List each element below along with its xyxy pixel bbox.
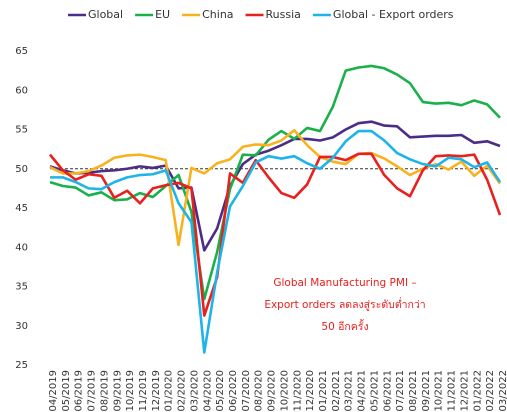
y-tick-label: 35: [15, 282, 28, 293]
x-tick-label: 05/2021: [369, 370, 380, 412]
series-line: [50, 129, 502, 354]
x-tick-label: 11/2019: [138, 370, 149, 412]
x-tick-label: 12/2021: [459, 370, 470, 412]
x-tick-label: 09/2020: [267, 370, 278, 412]
legend-label: Russia: [266, 8, 301, 21]
x-tick-label: 08/2019: [99, 370, 110, 412]
x-tick-label: 01/2021: [318, 370, 329, 412]
x-tick-label: 04/2019: [48, 370, 59, 412]
x-tick-label: 09/2021: [421, 370, 432, 412]
x-tick-label: 03/2020: [189, 370, 200, 412]
annotation: Export orders ลดลงสู่ระดับต่ำกว่า: [264, 297, 425, 311]
x-tick-label: 02/2020: [177, 370, 188, 412]
legend-label: Global: [88, 8, 123, 21]
x-tick-label: 11/2020: [292, 370, 303, 412]
y-tick-label: 50: [15, 164, 28, 175]
x-tick-label: 01/2022: [472, 370, 483, 412]
x-tick-label: 10/2021: [434, 370, 445, 412]
x-tick-label: 07/2020: [241, 370, 252, 412]
x-tick-label: 10/2019: [125, 370, 136, 412]
x-tick-label: 08/2021: [408, 370, 419, 412]
x-tick-label: 06/2019: [74, 370, 85, 412]
x-tick-label: 02/2021: [331, 370, 342, 412]
y-tick-label: 40: [15, 242, 28, 253]
legend-label: Global - Export orders: [333, 8, 454, 21]
y-tick-label: 55: [15, 125, 28, 136]
x-tick-label: 01/2020: [164, 370, 175, 412]
x-tick-label: 12/2020: [305, 370, 316, 412]
y-tick-label: 30: [15, 321, 28, 332]
y-tick-label: 65: [15, 46, 28, 57]
annotation: Global Manufacturing PMI –: [273, 277, 416, 289]
x-tick-label: 05/2019: [61, 370, 72, 412]
annotation: 50 อีกครั้ง: [321, 319, 368, 333]
x-tick-label: 07/2019: [87, 370, 98, 412]
legend-label: EU: [155, 8, 170, 21]
x-tick-label: 04/2020: [202, 370, 213, 412]
y-tick-label: 45: [15, 203, 28, 214]
x-tick-label: 03/2022: [498, 370, 507, 412]
y-tick-label: 25: [15, 360, 28, 371]
x-tick-label: 12/2019: [151, 370, 162, 412]
y-tick-label: 60: [15, 85, 28, 96]
x-tick-label: 02/2022: [485, 370, 496, 412]
series-line: [49, 120, 501, 252]
x-tick-label: 09/2019: [112, 370, 123, 412]
x-tick-label: 06/2021: [382, 370, 393, 412]
x-tick-label: 04/2021: [357, 370, 368, 412]
x-tick-label: 03/2021: [344, 370, 355, 412]
series-line: [48, 152, 502, 317]
x-tick-label: 08/2020: [254, 370, 265, 412]
x-tick-label: 11/2021: [447, 370, 458, 412]
legend: Global EU China Russia Global - Export order…: [68, 8, 454, 21]
legend-label: China: [202, 8, 233, 21]
x-tick-label: 10/2020: [279, 370, 290, 412]
x-tick-label: 07/2021: [395, 370, 406, 412]
series-line: [49, 64, 501, 301]
x-tick-label: 06/2020: [228, 370, 239, 412]
x-tick-label: 05/2020: [215, 370, 226, 412]
